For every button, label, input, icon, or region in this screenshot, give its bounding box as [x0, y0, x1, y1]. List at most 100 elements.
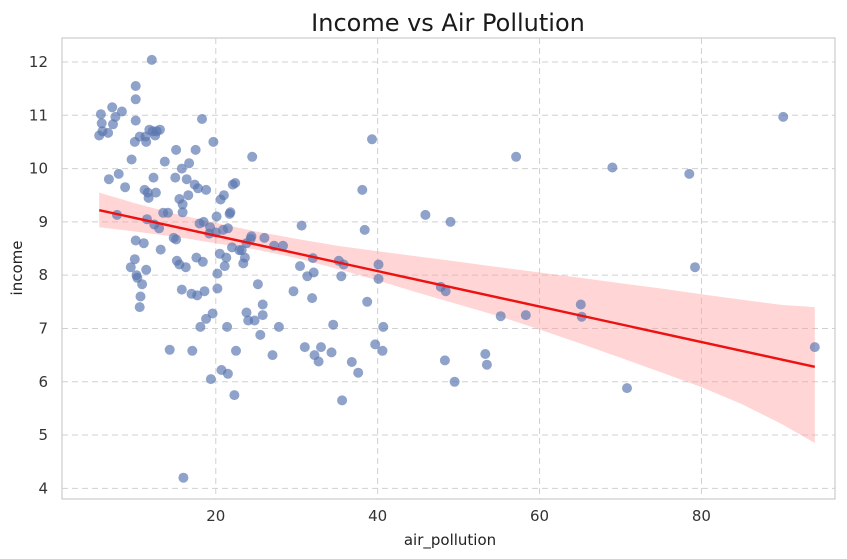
data-point	[163, 207, 173, 218]
y-tick-label: 9	[38, 213, 48, 231]
data-point	[208, 136, 219, 147]
data-point	[326, 347, 337, 358]
data-point	[259, 232, 270, 243]
data-point	[267, 350, 278, 361]
data-point	[449, 376, 460, 387]
data-point	[171, 234, 182, 245]
data-point	[313, 356, 324, 367]
data-point	[231, 345, 241, 356]
data-point	[197, 256, 208, 267]
data-point	[337, 395, 348, 406]
data-point	[135, 291, 146, 302]
data-point	[207, 308, 218, 319]
data-point	[778, 111, 789, 122]
y-axis-ticks: 4 5 6 7 8 9 10 11 12	[29, 53, 48, 497]
data-point	[328, 319, 339, 330]
data-point	[308, 267, 319, 278]
data-point	[440, 286, 451, 297]
data-point	[176, 284, 187, 295]
data-point	[164, 344, 175, 355]
data-point	[353, 367, 364, 378]
data-point	[141, 136, 152, 147]
data-point	[103, 174, 114, 185]
data-point	[373, 259, 384, 270]
data-point	[336, 271, 347, 282]
data-point	[690, 262, 700, 273]
data-point	[154, 223, 165, 234]
data-point	[130, 115, 141, 126]
data-point	[125, 262, 136, 273]
data-point	[183, 190, 194, 201]
data-point	[346, 357, 357, 367]
data-point	[362, 296, 373, 307]
data-point	[222, 223, 233, 234]
data-point	[480, 349, 491, 359]
data-point	[378, 321, 389, 332]
data-point	[575, 299, 586, 310]
data-point	[120, 182, 131, 193]
data-point	[684, 168, 695, 179]
data-point	[129, 254, 140, 265]
data-point	[95, 109, 106, 120]
data-point	[180, 262, 191, 273]
data-point	[296, 220, 307, 231]
y-tick-label: 4	[38, 479, 48, 497]
data-point	[103, 127, 114, 138]
data-point	[278, 240, 288, 251]
data-point	[370, 339, 381, 350]
data-point	[113, 168, 124, 179]
data-point	[357, 184, 368, 195]
data-point	[177, 207, 188, 218]
data-point	[373, 273, 384, 284]
data-point	[199, 286, 210, 297]
y-tick-label: 5	[38, 426, 48, 444]
data-point	[420, 209, 431, 220]
data-point	[299, 342, 310, 353]
data-point	[316, 342, 326, 353]
data-point	[252, 279, 263, 290]
data-point	[481, 359, 492, 370]
data-point	[187, 345, 198, 356]
data-point	[257, 310, 268, 321]
data-point	[190, 144, 201, 155]
data-point	[445, 216, 456, 227]
data-point	[130, 81, 141, 91]
data-point	[359, 224, 370, 235]
data-point	[146, 54, 157, 65]
data-point	[225, 207, 236, 218]
data-point	[219, 261, 230, 272]
data-point	[171, 144, 182, 155]
data-point	[511, 151, 522, 162]
data-point	[239, 252, 250, 263]
data-point	[273, 321, 284, 332]
y-tick-label: 7	[38, 319, 48, 337]
data-point	[439, 355, 450, 366]
data-point	[134, 302, 145, 313]
data-point	[155, 244, 166, 255]
data-point	[495, 311, 506, 322]
regression-line	[98, 208, 816, 369]
x-axis-label: air_pollution	[404, 531, 496, 550]
y-tick-label: 11	[29, 106, 48, 124]
data-point	[181, 174, 192, 185]
data-point	[143, 192, 154, 203]
data-point	[130, 235, 141, 246]
data-point	[255, 329, 266, 340]
y-axis-label: income	[8, 241, 26, 296]
data-point	[130, 94, 141, 105]
data-point	[222, 321, 233, 332]
data-point	[257, 299, 268, 310]
data-point	[295, 261, 305, 272]
data-point	[176, 163, 187, 174]
data-point	[150, 187, 161, 198]
data-point	[116, 106, 127, 117]
data-point	[222, 368, 233, 379]
data-point	[809, 342, 820, 353]
data-point	[205, 374, 216, 385]
data-point	[197, 114, 207, 124]
x-tick-label: 40	[368, 507, 387, 525]
data-point	[193, 183, 203, 194]
data-point	[107, 102, 118, 113]
data-point	[137, 279, 148, 290]
